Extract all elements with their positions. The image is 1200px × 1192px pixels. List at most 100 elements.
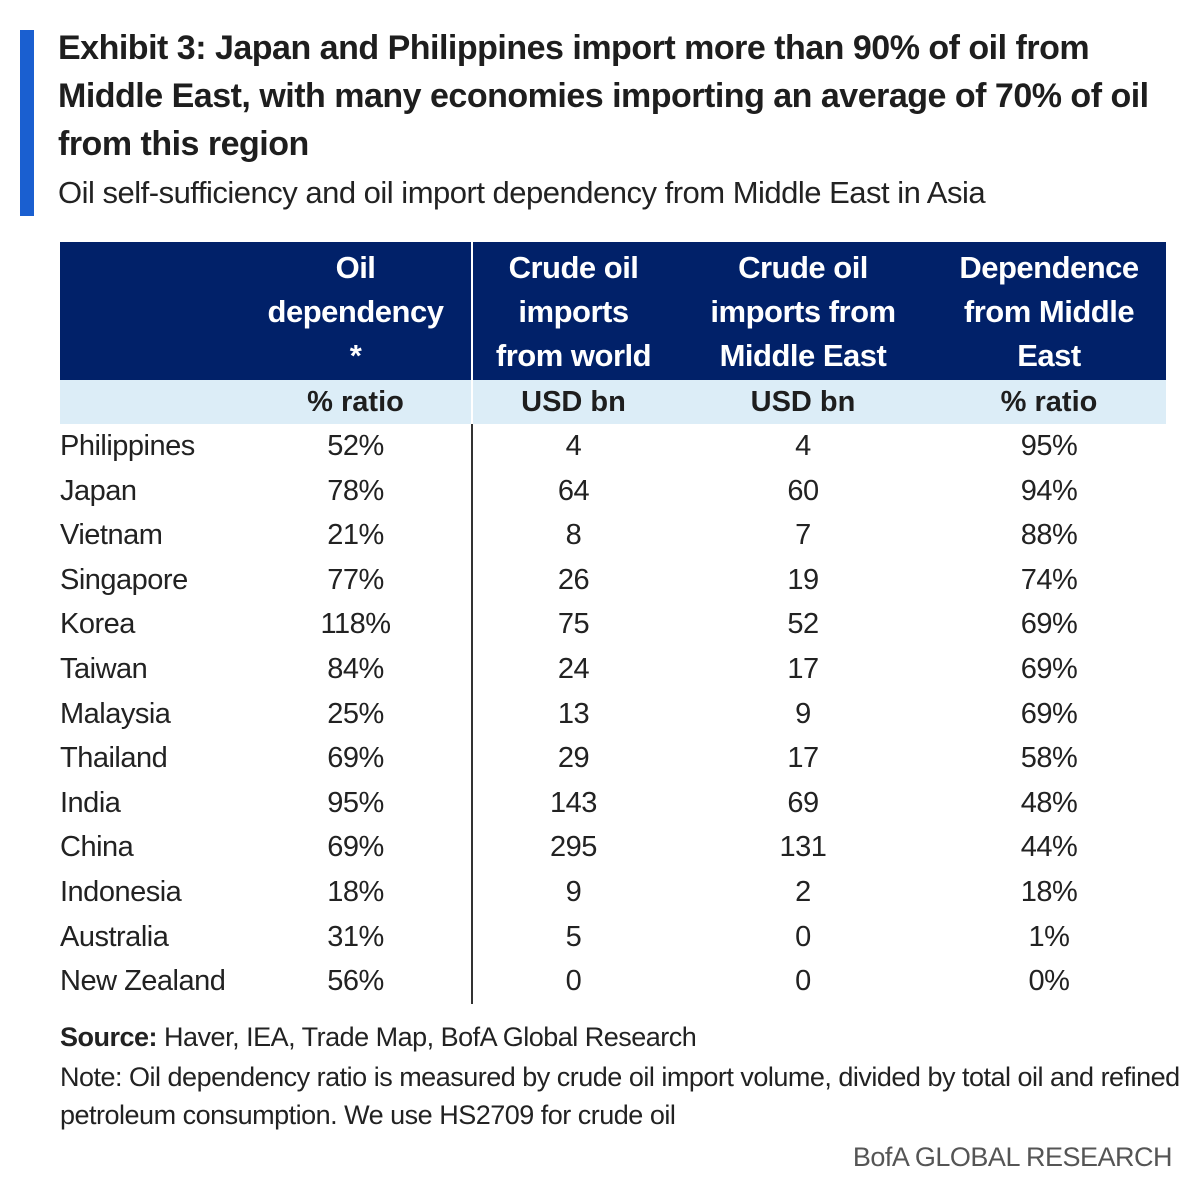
cell-imports-middle-east: 131 (779, 831, 827, 864)
cell-dependence-middle-east: 44% (1020, 831, 1078, 864)
cell-imports-world: 8 (471, 513, 674, 558)
column-header-oil-dependency: Oil dependency * (240, 242, 472, 380)
header-line: Middle East (719, 338, 887, 373)
cell-imports-world: 13 (471, 691, 674, 737)
cell-country: New Zealand (60, 965, 226, 998)
cell-dependence-middle-east: 18% (1020, 875, 1078, 908)
source-line: Source: Haver, IEA, Trade Map, BofA Glob… (60, 1018, 1180, 1056)
unit-imports-world: USD bn (471, 380, 674, 424)
cell-country: Korea (60, 608, 135, 641)
table-row: New Zealand 56% 0 0 0% (60, 959, 1166, 1004)
cell-dependence-middle-east: 94% (1020, 474, 1078, 507)
cell-country: Thailand (60, 742, 168, 775)
cell-country: Singapore (60, 563, 188, 596)
cell-dependence-middle-east: 69% (1020, 697, 1078, 730)
cell-country: China (60, 831, 134, 864)
cell-oil-dependency: 78% (327, 474, 384, 507)
cell-imports-middle-east: 4 (795, 430, 811, 462)
table-body: Philippines 52% 4 4 95% Japan 78% 64 60 94% Vietna… (60, 424, 1166, 1004)
note-text: Note: Oil dependency ratio is measured b… (60, 1062, 1180, 1130)
unit-dependence-middle-east: % ratio (932, 380, 1166, 424)
table-row: China 69% 295 131 44% (60, 825, 1166, 870)
cell-dependence-middle-east: 58% (1020, 742, 1078, 775)
header-line: Dependence (959, 250, 1139, 285)
cell-imports-middle-east: 0 (795, 965, 811, 998)
cell-oil-dependency: 18% (327, 875, 384, 908)
cell-imports-world: 0 (471, 959, 674, 1004)
cell-imports-world: 9 (471, 869, 674, 915)
cell-oil-dependency: 95% (327, 786, 384, 819)
table-row: Taiwan 84% 24 17 69% (60, 646, 1166, 692)
column-header-dependence-middle-east: Dependence from Middle East (932, 242, 1166, 380)
source-text: Haver, IEA, Trade Map, BofA Global Resea… (157, 1022, 697, 1052)
cell-country: Taiwan (60, 652, 148, 685)
column-header-imports-middle-east: Crude oil imports from Middle East (674, 242, 932, 380)
cell-dependence-middle-east: 48% (1020, 786, 1078, 819)
cell-imports-middle-east: 17 (787, 652, 819, 685)
cell-oil-dependency: 25% (327, 697, 384, 730)
cell-dependence-middle-east: 0% (1028, 965, 1070, 998)
table-row: Vietnam 21% 8 7 88% (60, 513, 1166, 558)
cell-oil-dependency: 77% (327, 563, 384, 596)
header-line: * (349, 338, 362, 373)
unit-country (60, 380, 240, 424)
cell-imports-world: 26 (471, 557, 674, 603)
cell-country: Japan (60, 474, 137, 507)
header-line: dependency (267, 294, 444, 329)
cell-oil-dependency: 84% (327, 652, 384, 685)
unit-oil-dependency: % ratio (240, 380, 472, 424)
cell-imports-middle-east: 17 (787, 742, 819, 775)
table-unit-row: % ratio USD bn USD bn % ratio (60, 380, 1166, 424)
source-label: Source: (60, 1022, 158, 1052)
cell-oil-dependency: 21% (327, 519, 384, 552)
column-header-imports-world: Crude oil imports from world (471, 242, 674, 380)
header-line: Oil (335, 250, 376, 285)
cell-country: Australia (60, 920, 169, 953)
oil-dependency-table: Oil dependency * Crude oil imports from … (60, 242, 1166, 1004)
header-line: imports from (710, 294, 896, 329)
table-row: Indonesia 18% 9 2 18% (60, 869, 1166, 915)
cell-imports-world: 4 (471, 424, 674, 469)
cell-imports-middle-east: 52 (787, 608, 819, 641)
table-row: Korea 118% 75 52 69% (60, 602, 1166, 647)
header-line: from world (495, 338, 652, 373)
cell-country: Philippines (60, 430, 195, 462)
cell-oil-dependency: 69% (327, 831, 384, 864)
table-row: India 95% 143 69 48% (60, 780, 1166, 826)
cell-dependence-middle-east: 95% (1020, 430, 1078, 462)
cell-imports-middle-east: 0 (795, 920, 811, 953)
column-header-country (60, 242, 240, 380)
exhibit-subtitle: Oil self-sufficiency and oil import depe… (58, 175, 986, 210)
cell-imports-middle-east: 60 (787, 474, 819, 507)
header-line: Crude oil (738, 250, 868, 285)
table-row: Thailand 69% 29 17 58% (60, 736, 1166, 781)
table-header-row: Oil dependency * Crude oil imports from … (60, 242, 1166, 380)
cell-oil-dependency: 118% (320, 608, 391, 641)
header-line: East (1017, 338, 1081, 373)
cell-country: Vietnam (60, 519, 163, 552)
cell-imports-middle-east: 2 (795, 875, 811, 908)
cell-oil-dependency: 31% (327, 920, 384, 953)
cell-imports-world: 295 (471, 825, 674, 870)
unit-imports-middle-east: USD bn (674, 380, 932, 424)
cell-dependence-middle-east: 1% (1028, 920, 1070, 953)
cell-imports-world: 64 (471, 468, 674, 514)
table-row: Australia 31% 5 0 1% (60, 914, 1166, 960)
header-line: imports (518, 294, 629, 329)
cell-country: Indonesia (60, 875, 182, 908)
cell-imports-middle-east: 7 (795, 519, 811, 552)
table-row: Japan 78% 64 60 94% (60, 468, 1166, 514)
header-line: from Middle (963, 294, 1135, 329)
brand-logo-text: BofA GLOBAL RESEARCH (852, 1142, 1173, 1172)
cell-imports-world: 143 (471, 780, 674, 826)
cell-imports-middle-east: 9 (795, 697, 811, 730)
cell-imports-world: 29 (471, 736, 674, 781)
cell-imports-middle-east: 19 (787, 563, 819, 596)
cell-imports-world: 5 (471, 914, 674, 960)
table-row: Malaysia 25% 13 9 69% (60, 691, 1166, 737)
accent-bar (20, 30, 34, 216)
cell-country: Malaysia (60, 697, 171, 730)
table-row: Singapore 77% 26 19 74% (60, 557, 1166, 603)
cell-oil-dependency: 56% (327, 965, 384, 998)
cell-country: India (60, 786, 121, 819)
